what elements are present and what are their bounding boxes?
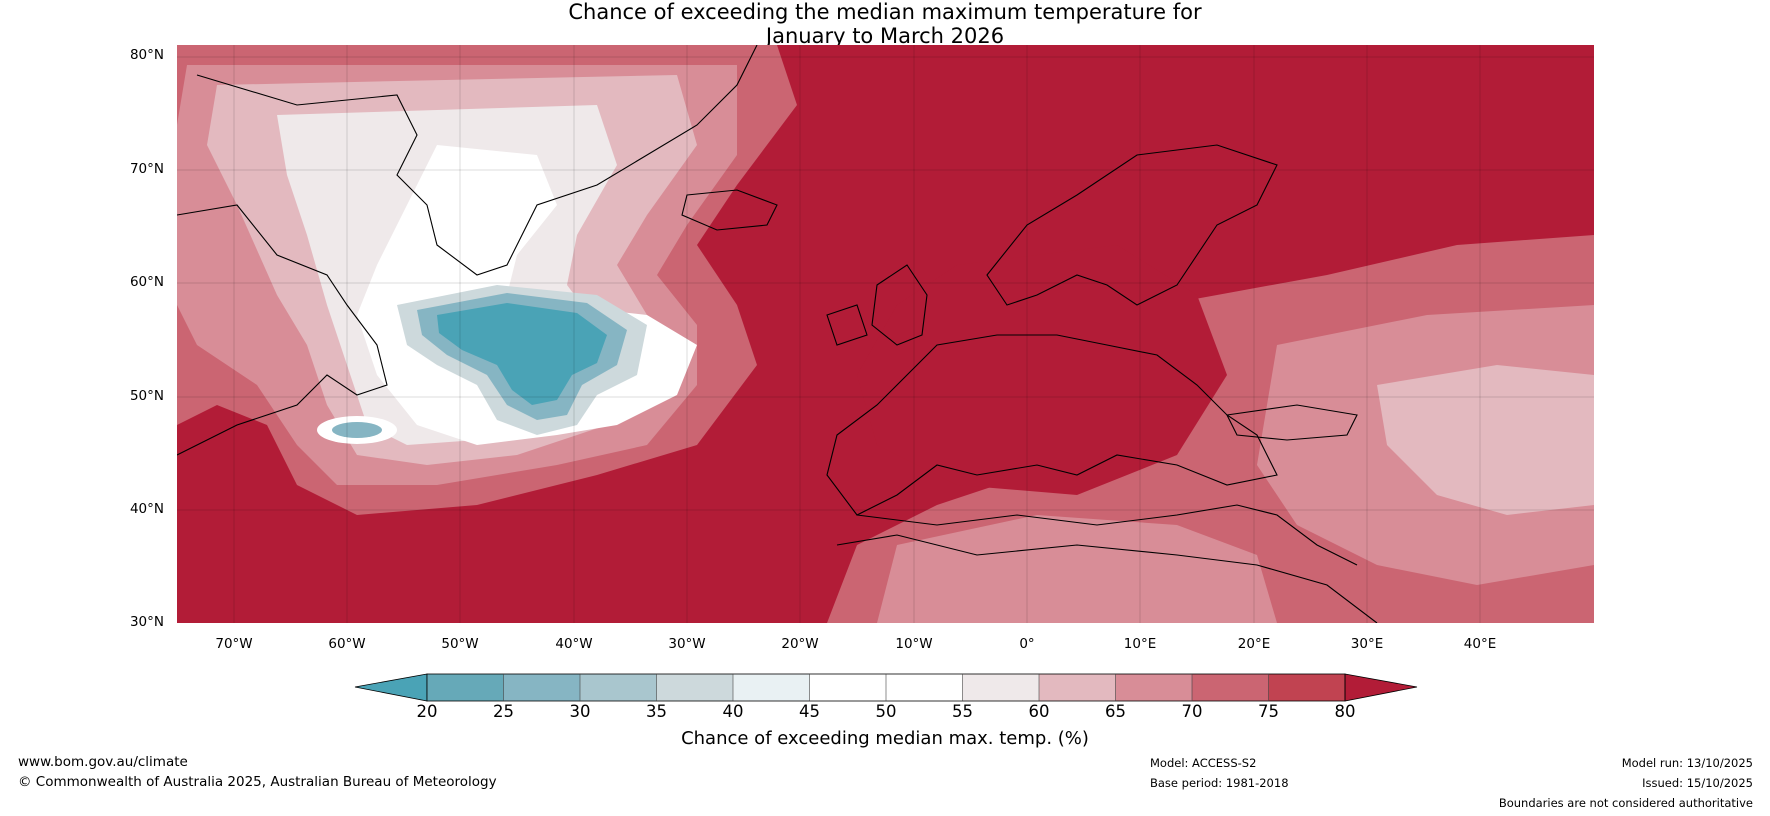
region-east-rose	[1377, 365, 1594, 515]
lon-label-30e: 30°E	[1350, 636, 1384, 652]
colorbar-separators	[503, 674, 1269, 701]
lat-label-30n: 30°N	[129, 614, 164, 630]
title-line-2: January to March 2026	[765, 24, 1005, 48]
coast-black-sea	[1226, 404, 1358, 441]
footer-disclaimer: Boundaries are not considered authoritat…	[1498, 796, 1753, 810]
lon-label-20e: 20°E	[1237, 636, 1271, 652]
colorbar-bin-40-45	[733, 674, 810, 701]
colorbar-tick-25: 25	[493, 702, 514, 721]
lon-label-50w: 50°W	[441, 636, 479, 652]
colorbar-bin-25-30	[503, 674, 580, 701]
lat-label-80n: 80°N	[129, 47, 164, 63]
colorbar-tick-70: 70	[1181, 702, 1203, 721]
colorbar-label: Chance of exceeding median max. temp. (%…	[681, 728, 1089, 749]
graticule	[177, 45, 1594, 623]
lat-label-50n: 50°N	[129, 388, 164, 404]
footer-website[interactable]: www.bom.gov.au/climate	[18, 754, 188, 770]
colorbar-tick-30: 30	[569, 702, 591, 721]
colorbar-bin-30-35	[580, 674, 657, 701]
region-blue-small-core	[332, 422, 382, 438]
colorbar-bin-35-40	[656, 674, 733, 701]
coast-mediterranean	[856, 504, 1358, 566]
footer-issued: Issued: 15/10/2025	[1642, 776, 1753, 790]
footer-base-period: Base period: 1981-2018	[1150, 776, 1289, 790]
footer-model: Model: ACCESS-S2	[1150, 756, 1257, 770]
colorbar-tick-60: 60	[1028, 702, 1050, 721]
map-canvas	[177, 45, 1594, 623]
region-north-africa-pink	[877, 515, 1277, 623]
colorbar-tick-55: 55	[952, 702, 973, 721]
coast-north-africa	[836, 534, 1378, 623]
coast-scandinavia	[986, 144, 1278, 306]
colorbar-frame	[426, 673, 1346, 702]
title-line-1: Chance of exceeding the median maximum t…	[568, 0, 1202, 24]
colorbar-tick-50: 50	[875, 702, 897, 721]
colorbar-tick-40: 40	[722, 702, 744, 721]
colorbar-extend-low	[354, 673, 428, 702]
colorbar-bin-45-50	[809, 674, 886, 701]
colorbar-tick-45: 45	[799, 702, 820, 721]
lon-label-20w: 20°W	[781, 636, 819, 652]
colorbar-tick-20: 20	[416, 702, 438, 721]
lon-label-70w: 70°W	[215, 636, 253, 652]
colorbar-tick-35: 35	[646, 702, 667, 721]
lon-label-10w: 10°W	[895, 636, 933, 652]
chart-title: Chance of exceeding the median maximum t…	[0, 0, 1770, 48]
colorbar-bin-65-70	[1115, 674, 1192, 701]
colorbar-bin-70-75	[1192, 674, 1269, 701]
lat-label-40n: 40°N	[129, 501, 164, 517]
coast-canada	[177, 204, 388, 456]
colorbar-tick-80: 80	[1334, 702, 1356, 721]
coast-british-isles	[826, 264, 928, 346]
lat-label-70n: 70°N	[129, 161, 164, 177]
colorbar-bin-20-25	[427, 674, 504, 701]
colorbar-bin-75-80	[1268, 674, 1345, 701]
coast-greenland	[196, 45, 758, 276]
lon-label-40w: 40°W	[555, 636, 593, 652]
colorbar-tick-65: 65	[1105, 702, 1126, 721]
lon-label-40e: 40°E	[1463, 636, 1497, 652]
lat-label-60n: 60°N	[129, 274, 164, 290]
lon-label-30w: 30°W	[668, 636, 706, 652]
lon-label-10e: 10°E	[1123, 636, 1157, 652]
region-central-red	[857, 245, 1227, 495]
footer-copyright: © Commonwealth of Australia 2025, Austra…	[18, 774, 497, 790]
colorbar-bin-50-55	[886, 674, 963, 701]
coastlines	[177, 45, 1378, 623]
coast-europe	[826, 334, 1278, 516]
colorbar-tick-75: 75	[1258, 702, 1279, 721]
colorbar-bin-60-65	[1039, 674, 1116, 701]
region-blue-core	[437, 303, 607, 405]
lon-label-0: 0°	[1019, 636, 1035, 652]
colorbar-bin-55-60	[962, 674, 1039, 701]
colorbar-extend-high	[1344, 673, 1418, 702]
footer-model-run: Model run: 13/10/2025	[1621, 756, 1753, 770]
lon-label-60w: 60°W	[328, 636, 366, 652]
forecast-map	[177, 45, 1594, 623]
coast-iceland	[681, 189, 778, 231]
